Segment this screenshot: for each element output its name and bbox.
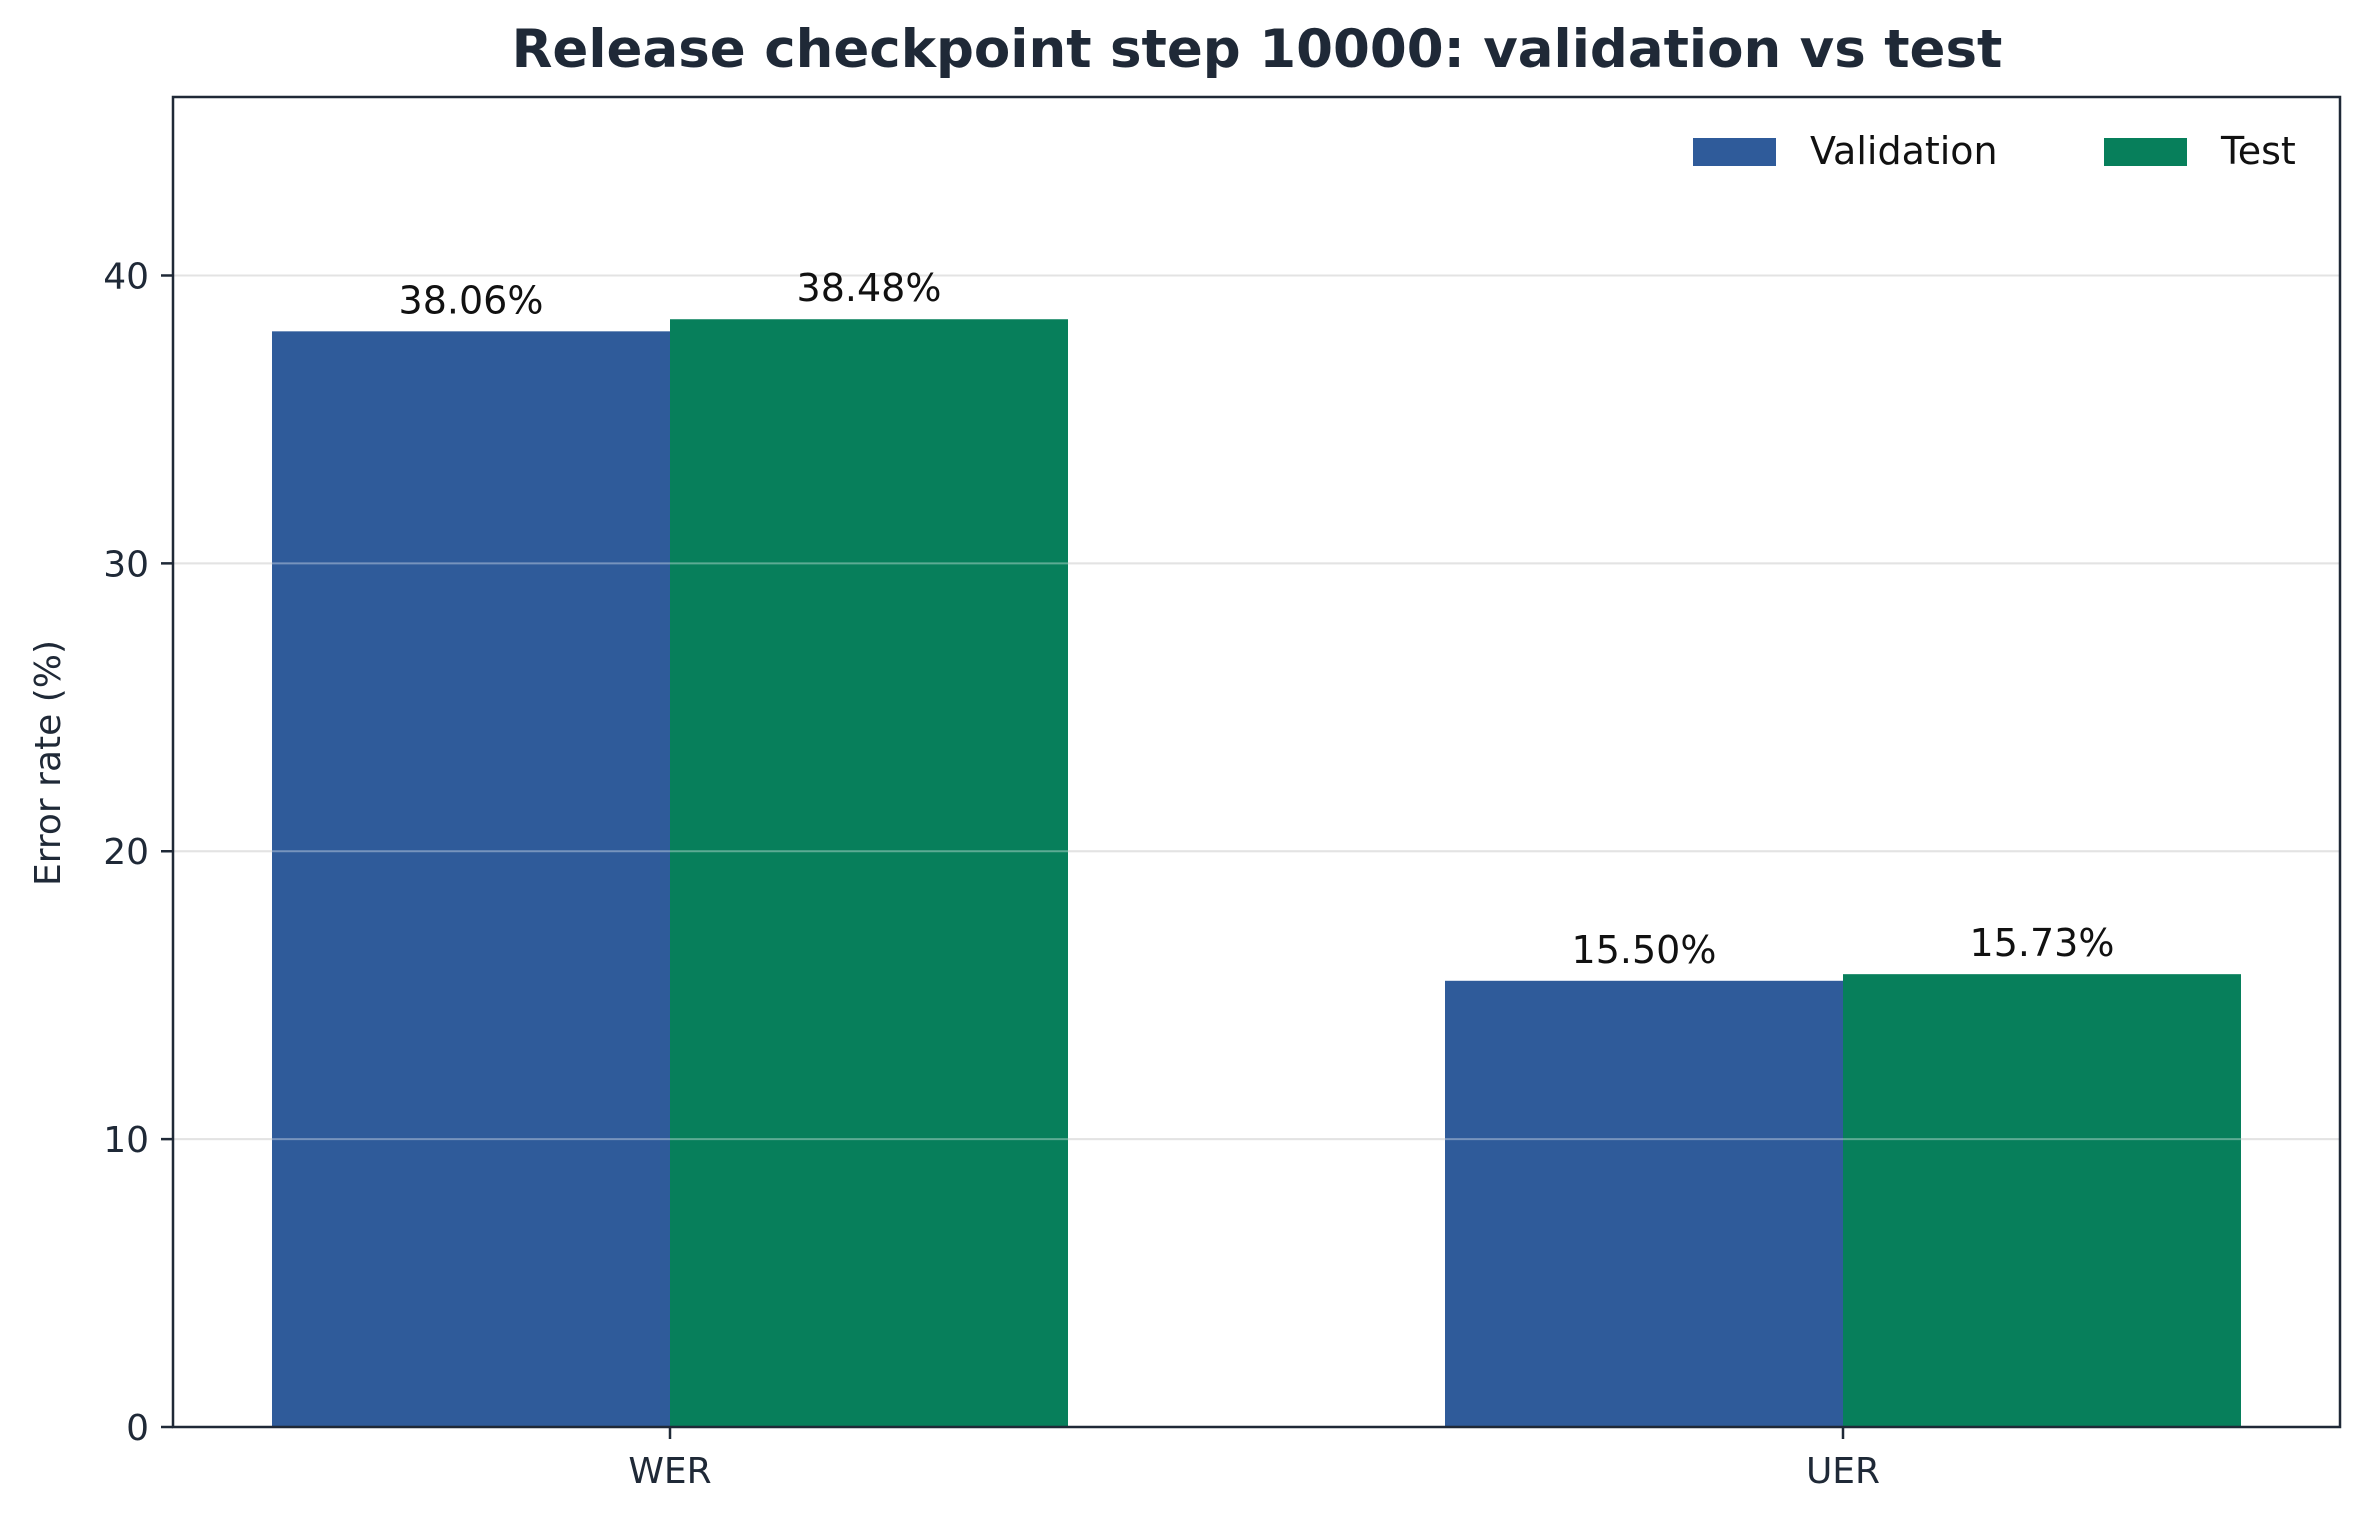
legend-swatch-validation: [1693, 138, 1776, 166]
y-axis-label: Error rate (%): [28, 640, 69, 886]
chart-title: Release checkpoint step 10000: validatio…: [512, 19, 2003, 80]
plot-frame: [171, 95, 2342, 1429]
y-tick-label-30: 30: [103, 544, 149, 585]
data-label-validation-uer: 15.50%: [1572, 928, 1717, 972]
legend-swatch-test: [2104, 138, 2187, 166]
legend: Validation Test: [1693, 129, 2296, 173]
y-tick-label-40: 40: [103, 256, 149, 297]
bar-test-uer: [1843, 974, 2241, 1427]
y-axis: 0 10 20 30 40: [103, 256, 173, 1449]
y-tick-label-20: 20: [103, 832, 149, 873]
data-label-test-wer: 38.48%: [797, 266, 942, 310]
x-tick-label-wer: WER: [628, 1451, 711, 1492]
y-tick-label-10: 10: [103, 1120, 149, 1161]
data-labels: 38.06% 38.48% 15.50% 15.73%: [399, 266, 2115, 972]
plot-border: [171, 95, 2342, 1429]
bar-validation-wer: [272, 331, 670, 1427]
legend-label-test: Test: [2220, 129, 2296, 173]
y-tick-label-0: 0: [126, 1408, 149, 1449]
x-tick-label-uer: UER: [1806, 1451, 1880, 1492]
bars: [173, 274, 2340, 1427]
bar-validation-uer: [1445, 980, 1843, 1427]
bar-test-wer: [670, 319, 1068, 1427]
x-axis: WER UER: [628, 1427, 1880, 1492]
data-label-test-uer: 15.73%: [1970, 921, 2115, 965]
data-label-validation-wer: 38.06%: [399, 278, 544, 322]
legend-label-validation: Validation: [1810, 129, 1998, 173]
